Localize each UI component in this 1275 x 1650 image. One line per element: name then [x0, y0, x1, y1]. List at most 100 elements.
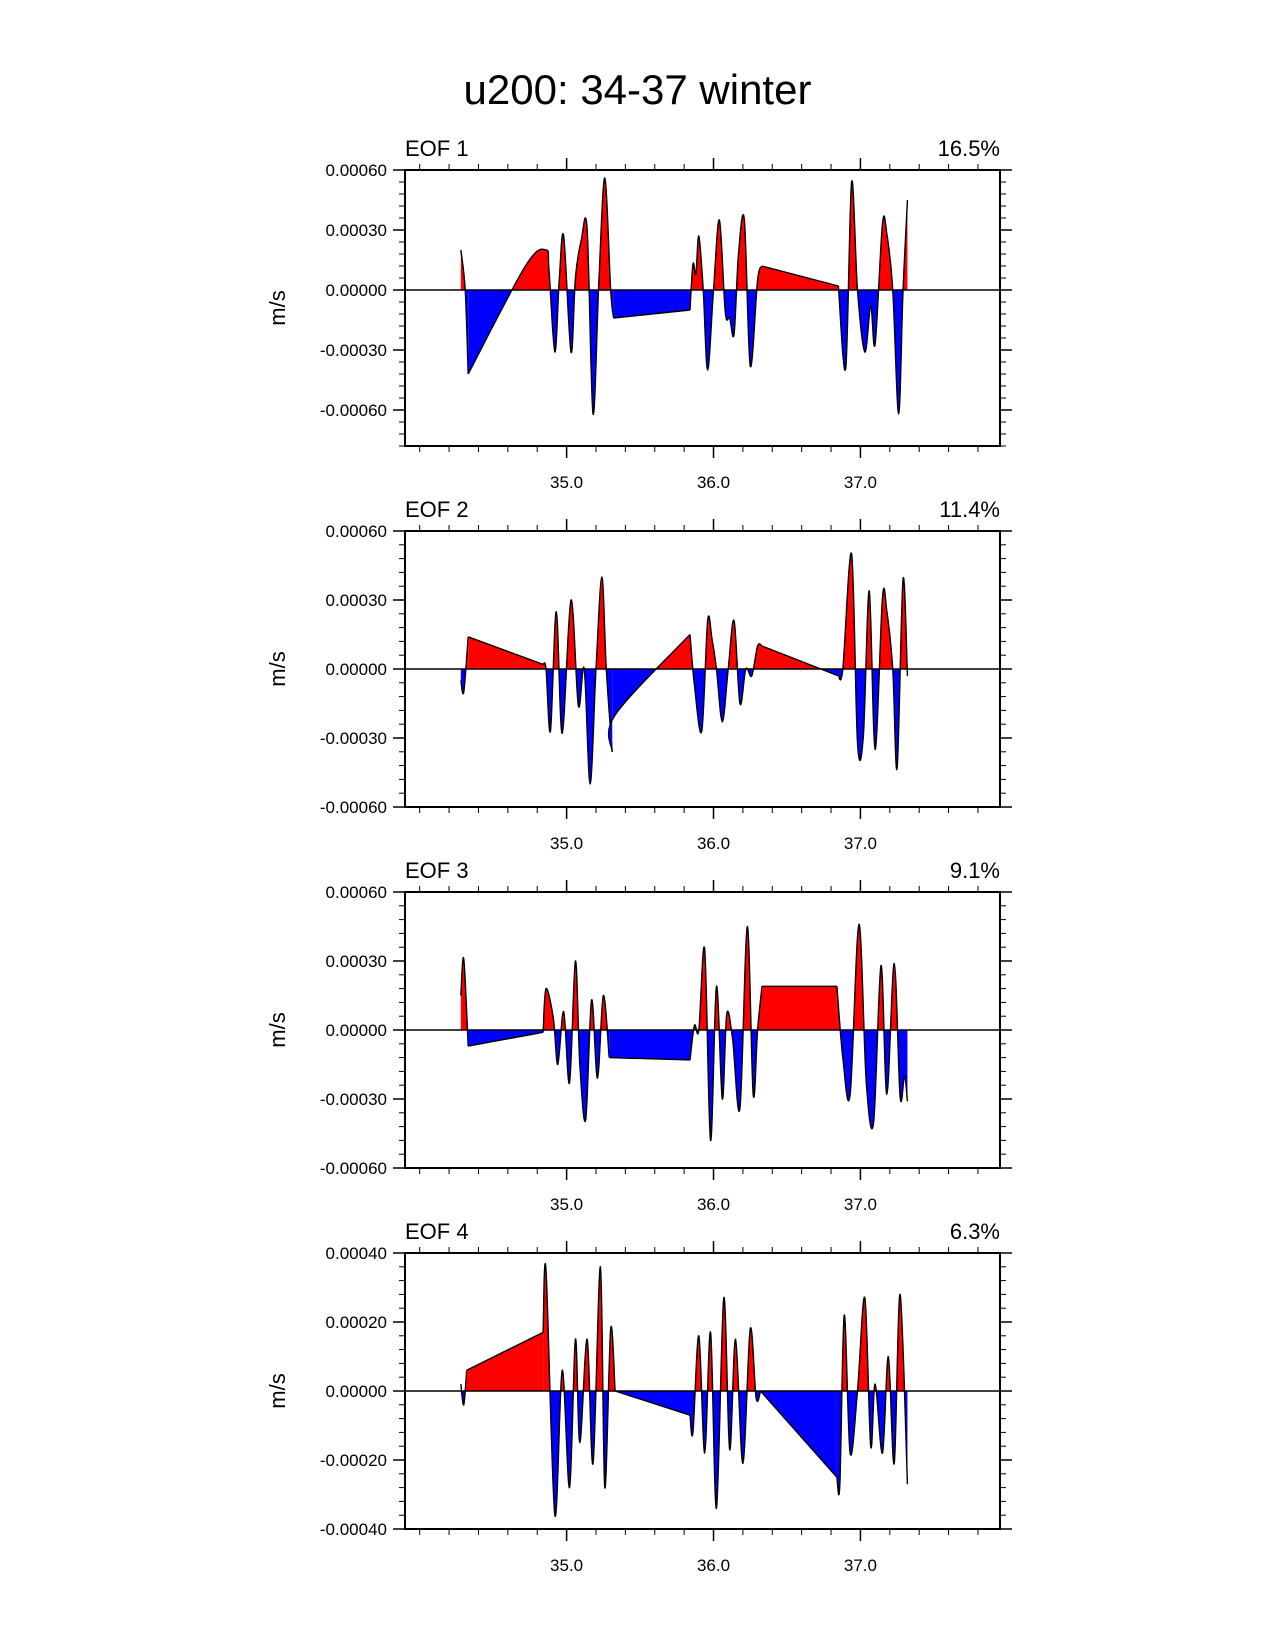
eof-2-line-3: [607, 634, 691, 752]
eof-1-negative-fill-5: [838, 290, 908, 414]
eof-2-positive-fill-0: [460, 636, 469, 669]
eof-3-ytick-label: 0.00030: [326, 952, 387, 971]
eof-1-positive-fill-4: [762, 266, 839, 290]
eof-4-positive-fill-6: [836, 1294, 908, 1391]
eof-1-positive-fill-0: [460, 250, 469, 290]
eof-3-line-0: [460, 956, 469, 1047]
eof-3-xtick-label: 37.0: [844, 1195, 877, 1214]
eof-4-line-3: [614, 1390, 691, 1416]
eof-1-line-4: [761, 265, 839, 287]
eof-1-positive-fill-3: [690, 214, 762, 290]
eof-3-ylabel: m/s: [265, 1012, 290, 1047]
eof-3-ytick-label: -0.00060: [320, 1159, 387, 1178]
eof-2-ylabel: m/s: [265, 651, 290, 686]
eof-4-series: [460, 1262, 909, 1517]
eof-1-negative-fill-2: [613, 290, 691, 318]
eof-1-ytick-label: 0.00030: [326, 221, 387, 240]
eof-3-line-1: [468, 1031, 544, 1047]
eof-1-line-5: [837, 180, 909, 415]
eof-2-line-6: [837, 552, 909, 771]
eof-4-line-1: [466, 1331, 544, 1371]
eof-4-positive-fill-1: [466, 1332, 544, 1391]
eof-3-negative-fill-6: [836, 1030, 908, 1129]
eof-2-line-1: [467, 636, 544, 666]
eof-4-label: EOF 4: [405, 1219, 469, 1244]
eof-4-negative-fill-6: [836, 1391, 908, 1495]
eof-1-xtick-label: 35.0: [550, 473, 583, 492]
eof-2-line-5: [761, 645, 839, 677]
eof-1-negative-fill-3: [690, 290, 762, 370]
eof-4-ytick-label: 0.00000: [326, 1382, 387, 1401]
eof-panel-1: 0.00060 0.00030 0.00000 -0.00030 -0.00060 35.…: [265, 136, 1012, 492]
eof-1-xtick-label: 36.0: [697, 473, 730, 492]
eof-2-positive-fill-1: [468, 636, 544, 669]
eof-3-positive-fill-5: [762, 986, 837, 1030]
eof-2-xtick-label: 37.0: [844, 834, 877, 853]
eof-4-line-2: [542, 1262, 616, 1517]
eof-2-positive-fill-3: [612, 634, 691, 669]
eof-4-ytick-label: -0.00020: [320, 1451, 387, 1470]
eof-1-line-1: [467, 177, 615, 415]
eof-2-line-0: [460, 636, 469, 695]
eof-2-xtick-label: 35.0: [550, 834, 583, 853]
eof-1-ytick-label: -0.00060: [320, 401, 387, 420]
eof-3-xtick-label: 35.0: [550, 1195, 583, 1214]
eof-2-ytick-label: 0.00060: [326, 522, 387, 541]
eof-4-xtick-label: 36.0: [697, 1556, 730, 1575]
eof-2-negative-fill-4: [690, 669, 762, 733]
eof-2-label: EOF 2: [405, 497, 469, 522]
eof-4-line-6: [836, 1293, 909, 1496]
eof-1-line-2: [613, 309, 691, 319]
eof-4-ylabel: m/s: [265, 1373, 290, 1408]
eof-3-series: [460, 923, 909, 1142]
eof-3-line-4: [689, 925, 763, 1142]
eof-3-xtick-label: 36.0: [697, 1195, 730, 1214]
eof-1-negative-fill-1: [468, 290, 614, 415]
eof-2-percent: 11.4%: [939, 497, 1000, 522]
eof-4-ytick-label: 0.00040: [326, 1244, 387, 1263]
eof-4-line-4: [689, 1297, 762, 1510]
eof-1-ylabel: m/s: [265, 290, 290, 325]
eof-1-series: [460, 177, 909, 415]
eof-panel-3: 0.00060 0.00030 0.00000 -0.00030 -0.00060 35.…: [265, 858, 1012, 1214]
eof-3-label: EOF 3: [405, 858, 469, 883]
eof-4-xtick-label: 35.0: [550, 1556, 583, 1575]
eof-1-xtick-label: 37.0: [844, 473, 877, 492]
eof-3-line-2: [542, 960, 610, 1123]
eof-2-line-4: [689, 615, 763, 734]
eof-1-ytick-label: 0.00060: [326, 161, 387, 180]
eof-3-ytick-label: 0.00060: [326, 883, 387, 902]
eof-1-frame: [404, 169, 1001, 447]
eof-1-percent: 16.5%: [938, 136, 1000, 161]
eof-2-ytick-label: 0.00000: [326, 660, 387, 679]
eof-3-ytick-label: -0.00030: [320, 1090, 387, 1109]
eof-2-ytick-label: -0.00030: [320, 729, 387, 748]
eof-3-line-3: [609, 1056, 691, 1061]
eof-3-ytick-label: 0.00000: [326, 1021, 387, 1040]
eof-2-series: [460, 552, 909, 785]
eof-2-ytick-label: -0.00060: [320, 798, 387, 817]
chart-title: u200: 34-37 winter: [463, 66, 812, 113]
eof-4-positive-fill-4: [690, 1297, 761, 1391]
eof-panel-4: 0.00040 0.00020 0.00000 -0.00020 -0.00040 35.…: [265, 1219, 1012, 1575]
eof-2-positive-fill-4: [690, 615, 762, 669]
eof-2-positive-fill-5: [762, 646, 839, 669]
eof-3-percent: 9.1%: [950, 858, 1000, 883]
eof-4-xtick-label: 37.0: [844, 1556, 877, 1575]
eof-1-line-3: [689, 213, 763, 371]
eof-2-negative-fill-3: [608, 669, 691, 752]
eof-3-line-6: [836, 923, 909, 1130]
eof-4-line-5: [760, 1390, 838, 1478]
eof-1-ytick-label: -0.00030: [320, 341, 387, 360]
eof-2-line-2: [542, 576, 613, 785]
eof-4-percent: 6.3%: [950, 1219, 1000, 1244]
eof-4-positive-fill-0: [460, 1370, 467, 1391]
eof-3-negative-fill-3: [609, 1030, 691, 1060]
eof-1-label: EOF 1: [405, 136, 469, 161]
eof-4-ytick-label: 0.00020: [326, 1313, 387, 1332]
eof-4-negative-fill-4: [690, 1391, 761, 1509]
eof-4-ytick-label: -0.00040: [320, 1520, 387, 1539]
eof-2-xtick-label: 36.0: [697, 834, 730, 853]
eof-1-ytick-label: 0.00000: [326, 281, 387, 300]
